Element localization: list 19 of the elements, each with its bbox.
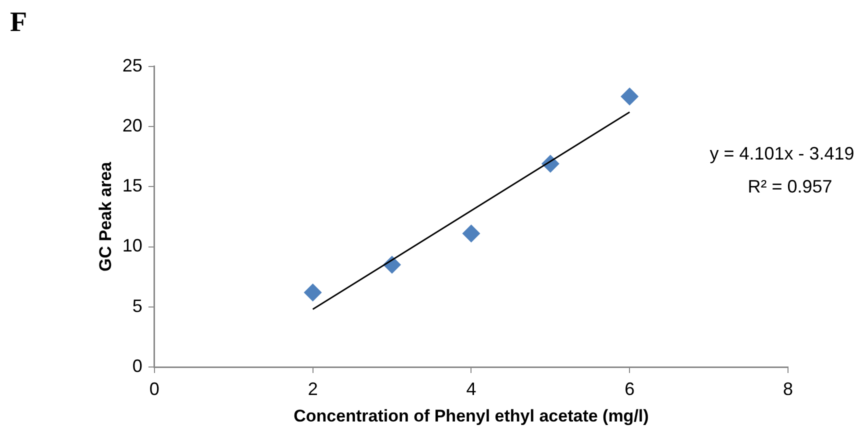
annotation: y = 4.101x - 3.419 — [710, 143, 854, 164]
annotation: R² = 0.957 — [748, 176, 832, 196]
point — [462, 224, 480, 243]
x-tick-label: 4 — [466, 378, 476, 399]
x-tick-label: 6 — [624, 378, 635, 399]
point — [304, 283, 322, 302]
y-tick-label: 10 — [122, 236, 142, 256]
y-tick-label: 25 — [122, 55, 142, 76]
x-tick-label: 0 — [149, 378, 160, 399]
x-tick-label: 2 — [308, 378, 318, 399]
point — [620, 87, 639, 106]
x-tick-label: 8 — [782, 378, 794, 399]
y-tick-label: 0 — [132, 356, 142, 376]
y-tick-label: 20 — [122, 115, 142, 136]
y-tick-label: 5 — [132, 296, 142, 316]
x-axis-title: Concentration of Phenyl ethyl acetate (mg/l) — [294, 406, 649, 426]
y-tick-label: 15 — [122, 176, 142, 196]
y-axis-title: GC Peak area — [96, 161, 115, 272]
chart-title: F — [10, 7, 28, 38]
